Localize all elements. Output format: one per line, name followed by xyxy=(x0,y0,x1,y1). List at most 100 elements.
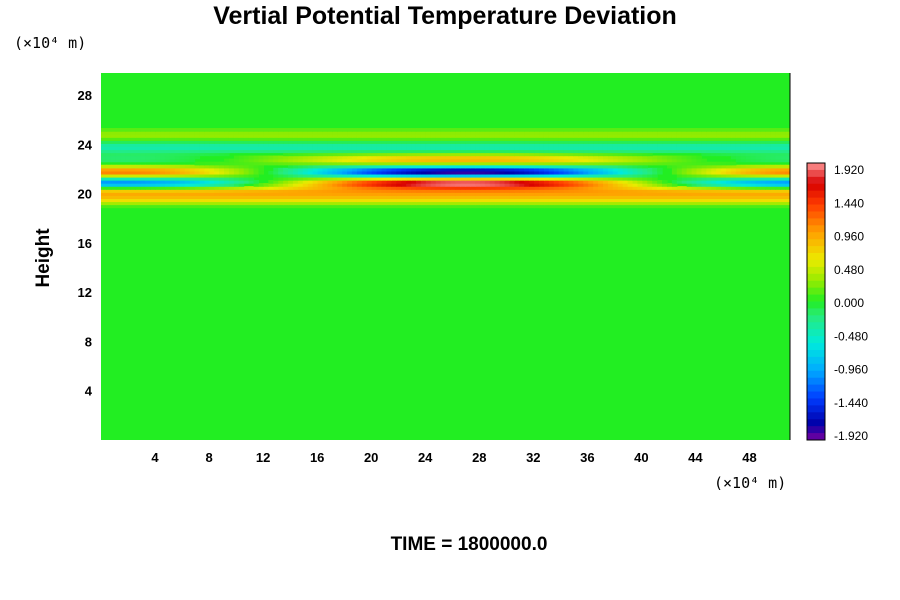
heatmap-cell xyxy=(573,128,579,132)
heatmap-cell xyxy=(671,134,678,138)
heatmap-cell xyxy=(647,149,653,154)
colorbar-swatch xyxy=(807,322,825,330)
heatmap-cell xyxy=(617,180,624,184)
heatmap-cell xyxy=(356,192,363,196)
heatmap-cell xyxy=(214,161,220,166)
heatmap-cell xyxy=(174,143,181,147)
heatmap-cell xyxy=(411,161,417,166)
heatmap-cell xyxy=(228,170,235,175)
heatmap-cell xyxy=(568,137,575,141)
heatmap-cell xyxy=(214,167,220,172)
heatmap-cell xyxy=(406,152,412,157)
heatmap-cell xyxy=(347,170,353,175)
heatmap-cell xyxy=(706,201,712,206)
heatmap-cell xyxy=(534,180,540,184)
heatmap-cell xyxy=(740,140,747,144)
heatmap-cell xyxy=(780,170,786,175)
heatmap-cell xyxy=(169,140,176,144)
heatmap-cell xyxy=(332,149,338,154)
heatmap-cell xyxy=(110,137,117,141)
heatmap-cell xyxy=(617,192,624,196)
heatmap-cell xyxy=(548,128,555,132)
colorbar-swatch xyxy=(807,405,825,413)
heatmap-cell xyxy=(120,143,127,147)
heatmap-cell xyxy=(440,164,447,169)
heatmap-cell xyxy=(356,183,363,187)
heatmap-cell xyxy=(514,186,520,190)
heatmap-cell xyxy=(430,198,437,203)
heatmap-cell xyxy=(322,198,328,203)
heatmap-cell xyxy=(376,173,383,178)
heatmap-cell xyxy=(691,143,698,147)
heatmap-cell xyxy=(711,198,717,203)
heatmap-cell xyxy=(253,140,260,144)
heatmap-cell xyxy=(785,189,790,193)
heatmap-cell xyxy=(347,149,353,154)
heatmap-cell xyxy=(415,128,422,132)
heatmap-cell xyxy=(711,143,717,147)
colorbar-swatch xyxy=(807,266,825,275)
heatmap-cell xyxy=(228,128,235,132)
heatmap-cell xyxy=(361,134,368,138)
heatmap-cell xyxy=(332,128,338,132)
heatmap-cell xyxy=(573,152,579,157)
heatmap-cell xyxy=(145,173,151,178)
heatmap-cell xyxy=(750,186,757,190)
heatmap-cell xyxy=(460,189,466,193)
heatmap-cell xyxy=(735,146,742,151)
heatmap-cell xyxy=(529,186,535,190)
heatmap-cell xyxy=(524,158,530,163)
heatmap-cell xyxy=(637,180,643,184)
heatmap-cell xyxy=(351,164,358,169)
heatmap-cell xyxy=(740,183,747,187)
heatmap-cell xyxy=(401,192,407,196)
heatmap-cell xyxy=(140,164,146,169)
heatmap-cell xyxy=(470,183,476,187)
heatmap-cell xyxy=(219,192,225,196)
heatmap-cell xyxy=(539,189,545,193)
heatmap-cell xyxy=(637,201,643,206)
heatmap-cell xyxy=(169,128,176,132)
heatmap-cell xyxy=(450,140,456,144)
heatmap-cell xyxy=(519,140,525,144)
heatmap-cell xyxy=(553,195,560,199)
heatmap-cell xyxy=(332,198,338,203)
heatmap-cell xyxy=(179,201,186,206)
heatmap-cell xyxy=(711,176,717,181)
heatmap-cell xyxy=(460,167,466,172)
heatmap-cell xyxy=(760,201,766,206)
heatmap-cell xyxy=(386,152,392,157)
heatmap-cell xyxy=(735,195,742,199)
heatmap-cell xyxy=(292,161,299,166)
heatmap-cell xyxy=(420,143,427,147)
heatmap-cell xyxy=(101,140,107,144)
heatmap-cell xyxy=(366,131,373,135)
heatmap-cell xyxy=(312,140,319,144)
heatmap-cell xyxy=(652,186,658,190)
heatmap-cell xyxy=(297,137,304,141)
heatmap-cell xyxy=(760,131,766,135)
heatmap-cell xyxy=(292,140,299,144)
heatmap-cell xyxy=(524,204,530,209)
heatmap-cell xyxy=(573,195,579,199)
heatmap-cell xyxy=(248,189,255,193)
heatmap-cell xyxy=(775,170,781,175)
heatmap-cell xyxy=(706,183,712,187)
heatmap-cell xyxy=(155,164,161,169)
heatmap-cell xyxy=(770,173,776,178)
heatmap-cell xyxy=(780,134,786,138)
heatmap-cell xyxy=(666,140,673,144)
heatmap-cell xyxy=(479,149,486,154)
heatmap-cell xyxy=(785,195,790,199)
heatmap-cell xyxy=(642,195,648,199)
heatmap-cell xyxy=(539,128,545,132)
heatmap-cell xyxy=(371,183,378,187)
heatmap-cell xyxy=(509,149,515,154)
heatmap-cell xyxy=(312,173,319,178)
heatmap-cell xyxy=(662,143,668,147)
heatmap-cell xyxy=(101,173,107,178)
heatmap-cell xyxy=(726,134,732,138)
heatmap-cell xyxy=(140,158,146,163)
colorbar-label: 1.920 xyxy=(834,163,864,177)
heatmap-cell xyxy=(420,140,427,144)
